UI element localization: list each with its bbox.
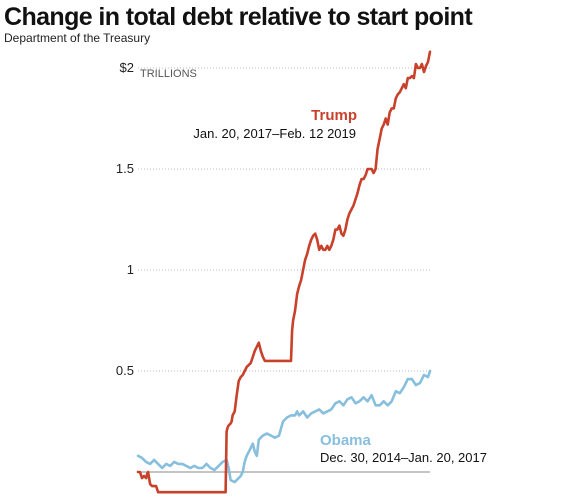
y-axis-ticks: 0.5 1 1.5 $2 (116, 60, 134, 378)
y-tick-label: 1 (127, 262, 134, 277)
obama-date-range: Dec. 30, 2014–Jan. 20, 2017 (320, 450, 487, 465)
chart-title: Change in total debt relative to start p… (4, 3, 473, 31)
trump-series-line (136, 50, 432, 494)
trump-date-range: Jan. 20, 2017–Feb. 12 2019 (193, 126, 356, 141)
series-lines (136, 50, 432, 494)
obama-series-line (136, 369, 432, 484)
obama-annotation: Obama Dec. 30, 2014–Jan. 20, 2017 (320, 432, 487, 465)
obama-series-label: Obama (320, 432, 372, 449)
y-axis-unit-label: TRILLIONS (140, 68, 197, 80)
grid-lines (138, 67, 430, 473)
y-tick-label: 1.5 (116, 161, 134, 176)
y-tick-label: 0.5 (116, 363, 134, 378)
chart-source: Department of the Treasury (4, 31, 151, 45)
trump-annotation: Trump Jan. 20, 2017–Feb. 12 2019 (193, 107, 357, 141)
trump-series-label: Trump (311, 107, 357, 124)
y-tick-label: $2 (120, 60, 134, 75)
